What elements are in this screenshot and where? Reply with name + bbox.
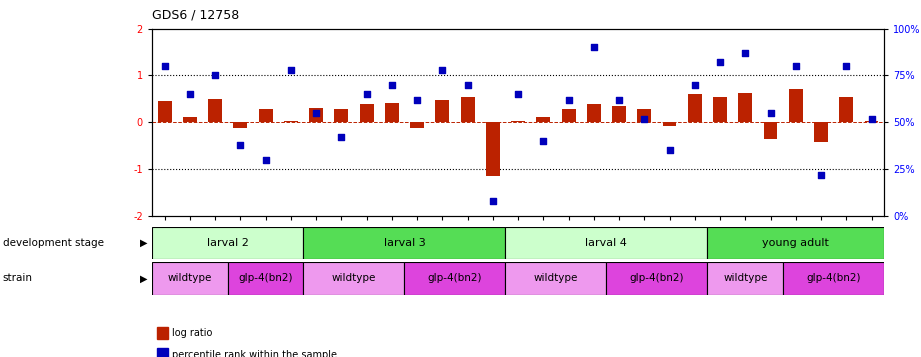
Bar: [208, 99, 222, 122]
Bar: [157, 101, 171, 122]
Bar: [334, 109, 348, 122]
Text: larval 3: larval 3: [383, 238, 426, 248]
Bar: [152, 227, 303, 259]
Bar: [707, 262, 783, 295]
Bar: [460, 96, 474, 122]
Bar: [506, 227, 707, 259]
Point: [587, 45, 601, 50]
Point: [359, 91, 374, 97]
Bar: [713, 96, 727, 122]
Bar: [309, 108, 323, 122]
Text: glp-4(bn2): glp-4(bn2): [807, 273, 861, 283]
Bar: [152, 262, 227, 295]
Bar: [637, 109, 651, 122]
Point: [864, 116, 879, 121]
Point: [157, 63, 172, 69]
Point: [233, 142, 248, 147]
Text: ▶: ▶: [140, 273, 147, 283]
Point: [182, 91, 197, 97]
Bar: [739, 93, 752, 122]
Bar: [789, 90, 803, 122]
Bar: [227, 262, 303, 295]
Bar: [259, 109, 273, 122]
Point: [738, 50, 752, 56]
Bar: [511, 121, 525, 122]
Text: glp-4(bn2): glp-4(bn2): [239, 273, 293, 283]
Text: development stage: development stage: [3, 238, 104, 248]
Point: [764, 110, 778, 116]
Text: larval 2: larval 2: [207, 238, 249, 248]
Point: [561, 97, 576, 103]
Bar: [562, 109, 576, 122]
Bar: [707, 227, 884, 259]
Bar: [303, 262, 404, 295]
Point: [813, 172, 828, 177]
Text: wildtype: wildtype: [332, 273, 376, 283]
Bar: [764, 122, 777, 139]
Bar: [183, 117, 197, 122]
Text: log ratio: log ratio: [172, 328, 213, 338]
Text: wildtype: wildtype: [534, 273, 578, 283]
Point: [309, 110, 323, 116]
Point: [687, 82, 702, 88]
Point: [284, 67, 298, 73]
Point: [384, 82, 399, 88]
Text: glp-4(bn2): glp-4(bn2): [630, 273, 684, 283]
Text: strain: strain: [3, 273, 33, 283]
Text: GDS6 / 12758: GDS6 / 12758: [152, 9, 239, 22]
Bar: [284, 121, 297, 122]
Text: wildtype: wildtype: [723, 273, 767, 283]
Bar: [359, 105, 374, 122]
Bar: [410, 122, 424, 128]
Point: [612, 97, 626, 103]
Bar: [506, 262, 606, 295]
Text: percentile rank within the sample: percentile rank within the sample: [172, 350, 337, 357]
Bar: [536, 117, 550, 122]
Point: [713, 59, 728, 65]
Point: [258, 157, 273, 163]
Bar: [385, 102, 399, 122]
Point: [662, 147, 677, 153]
Bar: [865, 121, 879, 122]
Text: larval 4: larval 4: [586, 238, 627, 248]
Bar: [612, 106, 626, 122]
Point: [485, 198, 500, 204]
Point: [839, 63, 854, 69]
Text: young adult: young adult: [763, 238, 829, 248]
Point: [536, 138, 551, 144]
Text: glp-4(bn2): glp-4(bn2): [427, 273, 483, 283]
Bar: [606, 262, 707, 295]
Bar: [587, 105, 600, 122]
Bar: [839, 96, 853, 122]
Bar: [436, 100, 449, 122]
Point: [435, 67, 449, 73]
Bar: [814, 122, 828, 142]
Bar: [486, 122, 500, 176]
Point: [637, 116, 652, 121]
Point: [510, 91, 525, 97]
Point: [460, 82, 475, 88]
Point: [410, 97, 425, 103]
Point: [208, 72, 223, 78]
Text: wildtype: wildtype: [168, 273, 212, 283]
Point: [788, 63, 803, 69]
Bar: [303, 227, 506, 259]
Bar: [404, 262, 506, 295]
Bar: [233, 122, 247, 128]
Bar: [783, 262, 884, 295]
Bar: [662, 122, 677, 126]
Point: [334, 134, 349, 140]
Bar: [688, 94, 702, 122]
Text: ▶: ▶: [140, 238, 147, 248]
